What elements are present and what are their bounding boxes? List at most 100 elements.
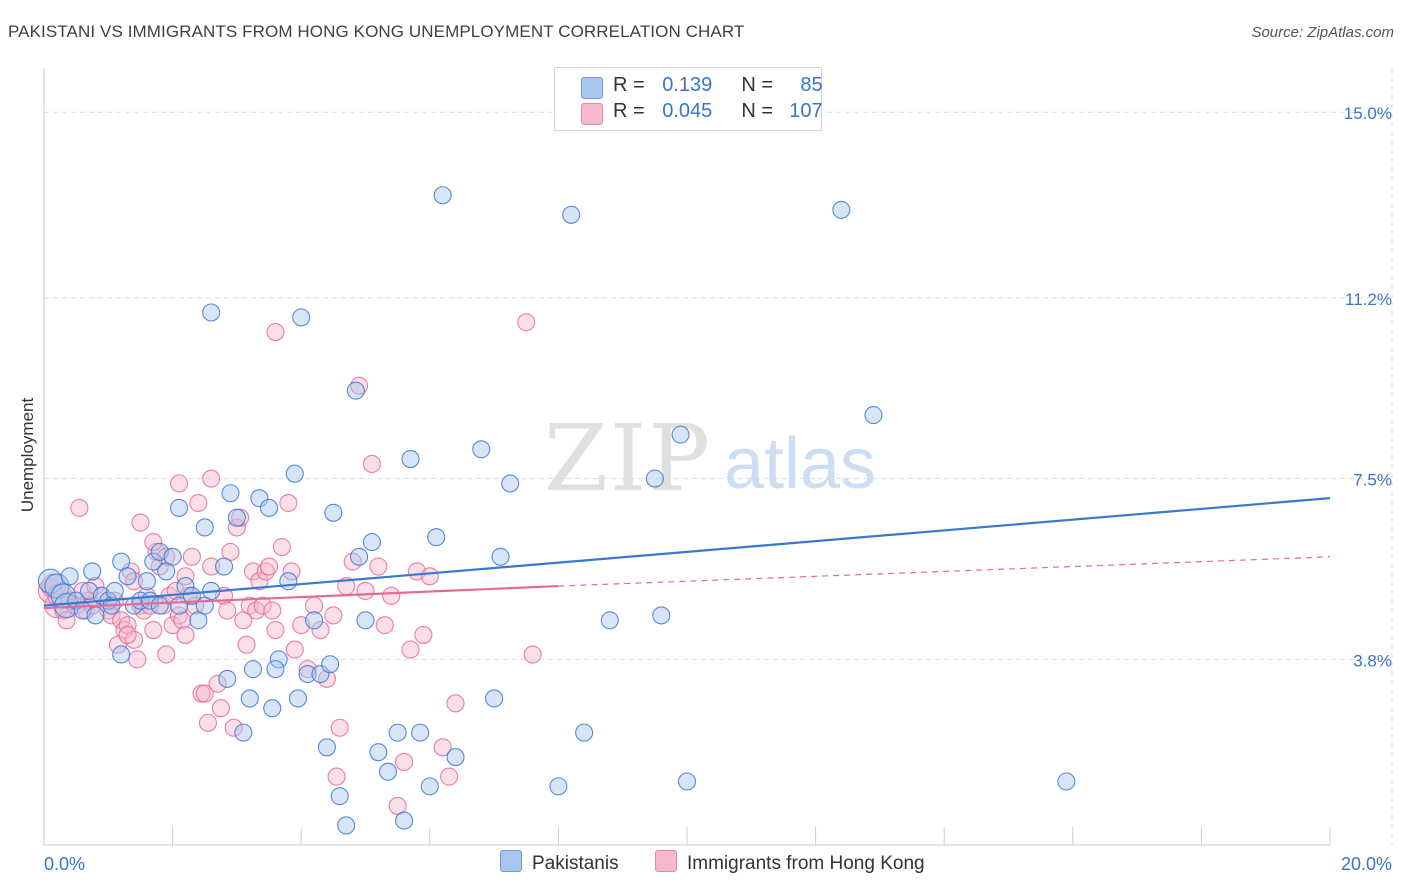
point-pakistanis: [60, 567, 79, 586]
trend-line-hongkong: [43, 584, 559, 610]
point-hongkong: [266, 322, 285, 342]
source-label: Source: ZipAtlas.com: [1251, 24, 1394, 41]
legend-r-label: R =: [613, 74, 645, 96]
legend-swatch-pink: [655, 850, 677, 872]
series-legend: Pakistanis Immigrants from Hong Kong: [0, 850, 1406, 878]
point-hongkong: [266, 620, 285, 640]
point-hongkong: [356, 581, 375, 601]
point-pakistanis: [472, 440, 491, 459]
point-hongkong: [382, 586, 401, 605]
point-pakistanis: [218, 669, 237, 688]
point-pakistanis: [144, 552, 163, 571]
point-hongkong: [128, 650, 147, 669]
point-hongkong: [414, 625, 433, 644]
point-pakistanis: [501, 474, 520, 493]
y-tick-label: 15.0%: [1344, 104, 1392, 123]
point-pakistanis: [221, 484, 240, 503]
correlation-legend: R = 0.139 N = 85 R = 0.045 N = 107: [554, 67, 823, 131]
point-hongkong: [195, 684, 214, 703]
legend-label-hongkong: Immigrants from Hong Kong: [687, 853, 925, 874]
watermark: ZIP atlas: [544, 405, 876, 512]
legend-r-label: R =: [613, 100, 645, 122]
point-hongkong: [227, 518, 246, 537]
point-pakistanis: [112, 645, 131, 664]
point-hongkong: [176, 625, 195, 644]
y-tick-label: 11.2%: [1345, 290, 1392, 309]
point-hongkong: [173, 611, 192, 630]
x-tick-label: 20.0%: [1341, 854, 1392, 874]
point-hongkong: [163, 616, 182, 635]
legend-label-pakistanis: Pakistanis: [532, 853, 619, 874]
point-hongkong: [517, 313, 536, 332]
legend-item-hongkong[interactable]: Immigrants from Hong Kong: [655, 850, 925, 875]
point-hongkong: [375, 616, 394, 635]
point-pakistanis: [645, 469, 664, 488]
point-pakistanis: [317, 738, 336, 757]
point-pakistanis: [227, 508, 246, 527]
point-hongkong: [327, 767, 346, 786]
watermark-zip: ZIP: [544, 405, 712, 512]
point-hongkong: [131, 513, 150, 532]
point-pakistanis: [243, 660, 263, 679]
point-hongkong: [311, 620, 330, 640]
point-pakistanis: [288, 689, 308, 708]
point-hongkong: [285, 640, 304, 659]
point-hongkong: [144, 620, 163, 640]
point-hongkong: [272, 537, 291, 557]
y-tick-label: 7.5%: [1353, 471, 1392, 490]
point-pakistanis: [150, 596, 169, 615]
point-pakistanis: [137, 572, 156, 591]
point-hongkong: [169, 474, 189, 493]
point-pakistanis: [446, 748, 465, 767]
point-hongkong: [250, 572, 269, 591]
legend-swatch-blue: [500, 850, 522, 872]
point-pakistanis: [1057, 772, 1076, 791]
trend-line-pakistanis: [43, 497, 1331, 607]
legend-n-label: N =: [741, 74, 774, 96]
point-hongkong: [198, 713, 218, 732]
point-hongkong: [70, 498, 89, 517]
point-pakistanis: [324, 503, 343, 522]
point-hongkong: [253, 596, 272, 615]
point-hongkong: [224, 718, 243, 737]
legend-item-pakistanis[interactable]: Pakistanis: [500, 850, 619, 875]
point-hongkong: [211, 699, 230, 718]
point-pakistanis: [279, 572, 298, 591]
point-hongkong: [102, 606, 121, 625]
point-pakistanis: [395, 811, 414, 830]
point-pakistanis: [269, 650, 288, 669]
point-hongkong: [182, 547, 201, 566]
legend-r-value: 0.139: [662, 74, 713, 96]
point-pakistanis: [234, 723, 253, 742]
point-hongkong: [121, 562, 140, 581]
point-hongkong: [144, 533, 163, 552]
point-pakistanis: [337, 816, 356, 835]
point-pakistanis: [83, 562, 102, 581]
point-hongkong: [362, 454, 381, 473]
point-pakistanis: [311, 664, 330, 684]
point-hongkong: [115, 620, 134, 640]
chart-title: PAKISTANI VS IMMIGRANTS FROM HONG KONG U…: [8, 22, 745, 41]
point-pakistanis: [433, 186, 452, 205]
point-hongkong: [433, 738, 452, 757]
point-pakistanis: [832, 200, 851, 219]
point-pakistanis: [321, 655, 340, 674]
point-pakistanis: [427, 528, 446, 547]
point-hongkong: [420, 567, 439, 586]
point-pakistanis: [305, 611, 324, 630]
point-hongkong: [395, 752, 414, 771]
point-pakistanis: [86, 606, 105, 625]
point-pakistanis: [677, 772, 697, 791]
point-pakistanis: [411, 723, 430, 742]
point-pakistanis: [671, 425, 690, 444]
point-hongkong: [440, 767, 459, 786]
point-pakistanis: [298, 664, 317, 684]
point-hongkong: [446, 694, 465, 713]
point-pakistanis: [388, 723, 407, 742]
point-pakistanis: [562, 205, 581, 224]
point-pakistanis: [369, 743, 388, 762]
point-pakistanis: [420, 777, 439, 796]
point-hongkong: [401, 640, 420, 659]
point-pakistanis: [169, 498, 189, 517]
